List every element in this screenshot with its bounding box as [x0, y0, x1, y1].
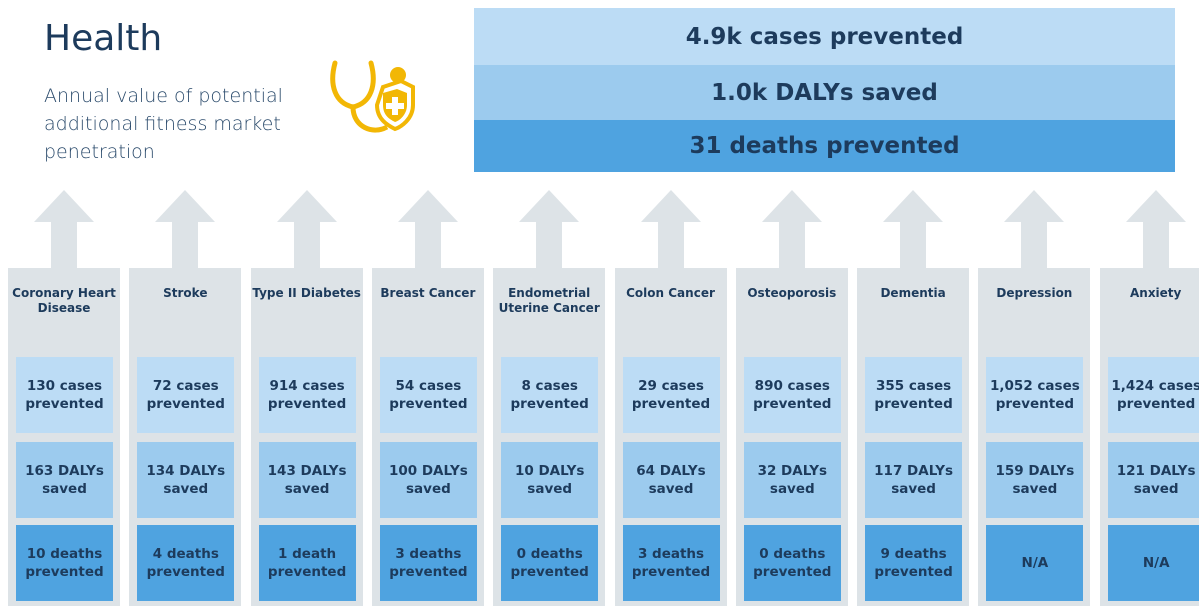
health-icon: [330, 60, 415, 133]
dalys-cell: 32 DALYs saved: [743, 442, 841, 518]
column: Colon Cancer 29 cases prevented 64 DALYs s…: [614, 268, 727, 606]
column: Stroke 72 cases prevented 134 DALYs saved 4…: [129, 268, 242, 606]
deaths-cell: 9 deaths prevented: [865, 525, 963, 601]
deaths-cell: 3 deaths prevented: [622, 525, 720, 601]
arrow: [761, 190, 822, 270]
arrow: [34, 190, 94, 270]
column: Coronary Heart Disease 130 cases prevente…: [8, 268, 120, 606]
dalys-cell: 64 DALYs saved: [622, 442, 720, 518]
cases-cell: 355 cases prevented: [865, 357, 963, 433]
column-label: Coronary Heart Disease: [12, 286, 116, 315]
column-label: Type II Diabetes: [252, 286, 361, 300]
cases-cell: 8 cases prevented: [501, 357, 599, 433]
cases-cell: 890 cases prevented: [743, 357, 841, 433]
column: Breast Cancer 54 cases prevented 100 DALYs…: [371, 268, 484, 606]
column-label: Stroke: [163, 286, 208, 300]
summary-cases: 4.9k cases prevented: [474, 8, 1175, 65]
deaths-cell: 0 deaths prevented: [501, 525, 599, 601]
subtitle: Annual value of potential additional fit…: [44, 85, 283, 163]
title: Health: [44, 18, 163, 59]
dalys-cell: 163 DALYs saved: [16, 442, 113, 518]
arrow: [276, 190, 337, 270]
cases-cell: 72 cases prevented: [137, 357, 235, 433]
deaths-cell: N/A: [986, 525, 1084, 601]
deaths-cell: 10 deaths prevented: [16, 525, 113, 601]
dalys-cell: 117 DALYs saved: [865, 442, 963, 518]
column-label: Osteoporosis: [747, 286, 837, 300]
column: Dementia 355 cases prevented 117 DALYs sav…: [857, 268, 970, 606]
dalys-cell: 10 DALYs saved: [501, 442, 599, 518]
arrow: [519, 190, 580, 270]
dalys-cell: 159 DALYs saved: [986, 442, 1084, 518]
deaths-cell: 1 death prevented: [258, 525, 356, 601]
summary-deaths: 31 deaths prevented: [474, 120, 1175, 172]
cases-cell: 1,424 cases prevented: [1107, 357, 1199, 433]
deaths-cell: 3 deaths prevented: [379, 525, 477, 601]
column: Osteoporosis 890 cases prevented 32 DALYs …: [735, 268, 848, 606]
column: Type II Diabetes 914 cases prevented 143 D…: [250, 268, 363, 606]
dalys-cell: 121 DALYs saved: [1107, 442, 1199, 518]
cases-cell: 914 cases prevented: [258, 357, 356, 433]
dalys-cell: 100 DALYs saved: [379, 442, 477, 518]
column-label: Colon Cancer: [626, 286, 715, 300]
column-label: Endometrial Uterine Cancer: [498, 286, 600, 315]
cases-cell: 54 cases prevented: [379, 357, 477, 433]
arrow: [1004, 190, 1065, 270]
column: Anxiety 1,424 cases prevented 121 DALYs sa…: [1099, 268, 1199, 606]
summary-dalys: 1.0k DALYs saved: [474, 65, 1175, 120]
deaths-cell: 0 deaths prevented: [743, 525, 841, 601]
arrow: [397, 190, 458, 270]
column-label: Breast Cancer: [380, 286, 476, 300]
column-label: Depression: [996, 286, 1073, 300]
cases-cell: 1,052 cases prevented: [986, 357, 1084, 433]
arrow: [640, 190, 701, 270]
arrow: [1125, 190, 1186, 270]
arrow: [155, 190, 216, 270]
deaths-cell: 4 deaths prevented: [137, 525, 235, 601]
dalys-cell: 134 DALYs saved: [137, 442, 235, 518]
cases-cell: 29 cases prevented: [622, 357, 720, 433]
column: Depression 1,052 cases prevented 159 DALYs…: [978, 268, 1091, 606]
column-label: Dementia: [880, 286, 946, 300]
deaths-cell: N/A: [1107, 525, 1199, 601]
dalys-cell: 143 DALYs saved: [258, 442, 356, 518]
column-label: Anxiety: [1129, 286, 1182, 300]
cases-cell: 130 cases prevented: [16, 357, 113, 433]
arrow: [883, 190, 944, 270]
column: Endometrial Uterine Cancer 8 cases preven…: [493, 268, 606, 606]
